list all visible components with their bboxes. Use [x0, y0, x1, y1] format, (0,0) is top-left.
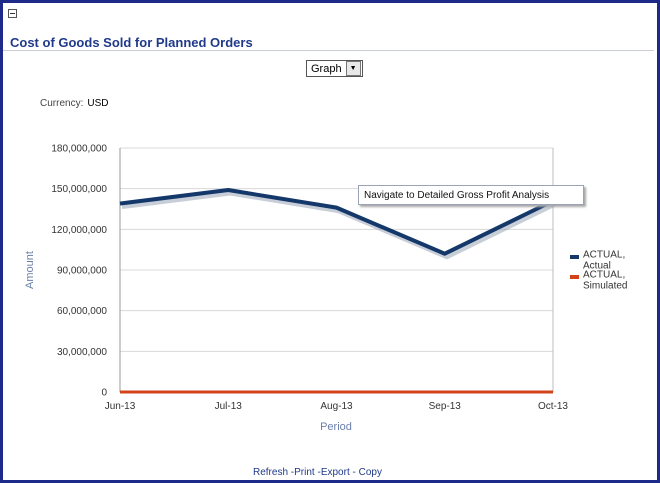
- footer-links: Refresh -Print -Export - Copy: [253, 467, 382, 478]
- print-link[interactable]: -Print: [290, 467, 315, 478]
- legend-label: Simulated: [583, 281, 627, 292]
- legend-label: Actual: [583, 261, 611, 272]
- panel-title: Cost of Goods Sold for Planned Orders: [10, 35, 253, 50]
- gridlines: [120, 147, 553, 352]
- x-tick-label: Jun-13: [105, 401, 136, 412]
- export-link[interactable]: -Export: [317, 467, 350, 478]
- drill-tooltip[interactable]: Navigate to Detailed Gross Profit Analys…: [358, 185, 584, 205]
- series-layer: [119, 188, 557, 394]
- x-tick-label: Jul-13: [215, 401, 243, 412]
- x-tick-label: Sep-13: [429, 401, 462, 412]
- y-tick-label: 120,000,000: [51, 225, 107, 236]
- y-tick-label: 180,000,000: [51, 144, 107, 155]
- view-type-value: Graph: [311, 62, 342, 75]
- chevron-down-icon[interactable]: ▼: [345, 61, 361, 76]
- legend-swatch: [570, 275, 579, 279]
- y-tick-labels: 0 30,000,000 60,000,000 90,000,000 120,000,0…: [51, 144, 107, 399]
- y-tick-label: 0: [101, 388, 107, 399]
- y-tick-label: 30,000,000: [57, 347, 107, 358]
- x-tick-label: Oct-13: [538, 401, 568, 412]
- y-tick-label: 60,000,000: [57, 306, 107, 317]
- y-tick-label: 90,000,000: [57, 266, 107, 277]
- currency-value: USD: [87, 98, 109, 109]
- view-type-select[interactable]: Graph ▼: [306, 60, 363, 77]
- y-tick-label: 150,000,000: [51, 184, 107, 195]
- currency-label: Currency:: [40, 98, 84, 109]
- y-axis-title: Amount: [24, 251, 36, 289]
- legend-swatch: [570, 255, 579, 259]
- x-tick-labels: Jun-13 Jul-13 Aug-13 Sep-13 Oct-13: [105, 401, 569, 412]
- copy-link[interactable]: - Copy: [352, 467, 382, 478]
- currency-info: Currency: USD: [40, 98, 108, 109]
- legend-label: ACTUAL,: [583, 250, 625, 261]
- collapse-icon[interactable]: [8, 9, 17, 18]
- refresh-link[interactable]: Refresh: [253, 467, 289, 478]
- x-tick-label: Aug-13: [320, 401, 353, 412]
- title-divider: [3, 50, 654, 51]
- x-axis-title: Period: [320, 421, 352, 433]
- legend-label: ACTUAL,: [583, 270, 625, 281]
- series-line-actual-actual: [119, 188, 554, 256]
